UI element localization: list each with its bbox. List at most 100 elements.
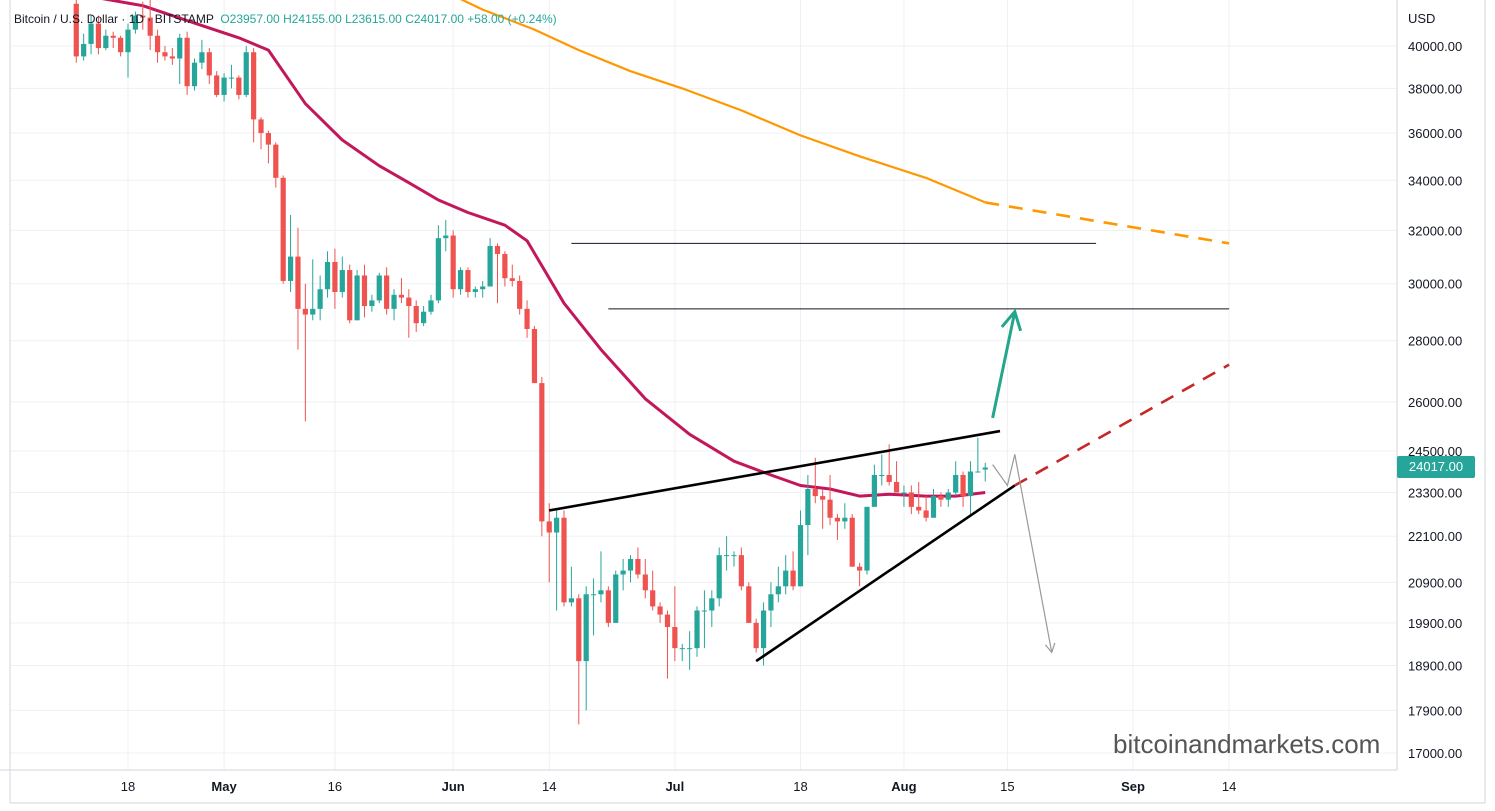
candle[interactable]	[746, 582, 752, 623]
candle[interactable]	[214, 71, 220, 98]
candle[interactable]	[797, 510, 804, 587]
candle[interactable]	[376, 272, 382, 304]
candle[interactable]	[849, 514, 855, 567]
candle[interactable]	[347, 264, 353, 324]
candle[interactable]	[287, 215, 294, 293]
candle[interactable]	[945, 488, 951, 507]
candle[interactable]	[524, 300, 530, 338]
candle[interactable]	[243, 46, 249, 98]
candle[interactable]	[191, 58, 198, 91]
candle[interactable]	[265, 130, 272, 164]
candle[interactable]	[930, 488, 937, 518]
candle[interactable]	[531, 326, 538, 384]
candle[interactable]	[251, 48, 257, 143]
candle[interactable]	[450, 230, 456, 298]
candle[interactable]	[517, 275, 523, 315]
candle[interactable]	[236, 75, 242, 100]
candle[interactable]	[598, 551, 604, 603]
candle[interactable]	[590, 578, 597, 636]
candle[interactable]	[576, 594, 582, 725]
candle[interactable]	[635, 547, 641, 579]
candle[interactable]	[228, 64, 235, 89]
candle[interactable]	[650, 570, 656, 611]
candle[interactable]	[605, 586, 611, 628]
candle[interactable]	[790, 551, 796, 591]
candle[interactable]	[206, 48, 212, 85]
candle[interactable]	[701, 590, 708, 649]
candle[interactable]	[310, 259, 316, 321]
candle[interactable]	[731, 551, 737, 567]
candle[interactable]	[443, 220, 449, 252]
candle[interactable]	[627, 555, 634, 583]
candle[interactable]	[893, 461, 900, 493]
candle[interactable]	[154, 29, 161, 63]
candle[interactable]	[812, 457, 818, 504]
candle[interactable]	[908, 485, 914, 515]
candle[interactable]	[339, 256, 345, 298]
candle[interactable]	[834, 514, 841, 540]
candle[interactable]	[687, 631, 693, 670]
candle[interactable]	[494, 243, 501, 304]
candle[interactable]	[672, 586, 678, 662]
bearish-path[interactable]	[992, 454, 1016, 487]
candle[interactable]	[184, 31, 190, 95]
candle[interactable]	[221, 73, 227, 102]
trend-line[interactable]	[755, 484, 1016, 663]
candle[interactable]	[753, 618, 759, 653]
candle[interactable]	[73, 0, 79, 63]
candle[interactable]	[723, 536, 730, 571]
candle[interactable]	[324, 251, 331, 298]
candle[interactable]	[169, 48, 175, 65]
candle[interactable]	[398, 278, 405, 304]
candle[interactable]	[361, 264, 368, 318]
candle[interactable]	[391, 289, 397, 321]
candle[interactable]	[317, 275, 323, 321]
candle[interactable]	[199, 39, 205, 70]
candle[interactable]	[140, 1, 146, 30]
candle[interactable]	[369, 294, 375, 312]
candle[interactable]	[88, 15, 94, 55]
candle[interactable]	[864, 506, 870, 575]
candle[interactable]	[118, 35, 124, 57]
candle[interactable]	[162, 46, 168, 61]
candle[interactable]	[472, 286, 478, 298]
candle[interactable]	[568, 566, 574, 607]
candle[interactable]	[738, 547, 744, 591]
candle[interactable]	[657, 602, 663, 623]
drawings[interactable]	[549, 201, 1230, 663]
candle[interactable]	[428, 294, 434, 315]
candle[interactable]	[561, 510, 567, 607]
candle[interactable]	[783, 555, 789, 595]
price-axis[interactable]: 40000.00 38000.00 36000.00 34000.00 32000.00…	[1408, 39, 1462, 761]
candle[interactable]	[81, 33, 87, 61]
candle[interactable]	[177, 33, 183, 85]
candle[interactable]	[332, 248, 338, 309]
candle[interactable]	[384, 267, 390, 315]
candle[interactable]	[642, 558, 648, 599]
candle[interactable]	[147, 0, 153, 51]
candle[interactable]	[554, 510, 560, 611]
candle[interactable]	[502, 251, 508, 287]
candle[interactable]	[509, 264, 515, 287]
trend-line[interactable]	[549, 429, 1001, 512]
candle[interactable]	[457, 267, 464, 295]
candle[interactable]	[258, 117, 264, 150]
candle[interactable]	[406, 289, 412, 338]
candles[interactable]	[73, 0, 988, 725]
candle[interactable]	[421, 306, 427, 327]
candle[interactable]	[354, 270, 360, 321]
candle[interactable]	[709, 590, 715, 628]
candle[interactable]	[620, 558, 626, 591]
candle[interactable]	[103, 29, 109, 51]
candle[interactable]	[302, 283, 308, 422]
candle[interactable]	[879, 454, 885, 486]
candle[interactable]	[953, 461, 959, 497]
arrow-shaft[interactable]	[1014, 454, 1053, 653]
candle[interactable]	[539, 376, 545, 537]
candle[interactable]	[901, 485, 907, 507]
candle[interactable]	[295, 227, 301, 350]
candle[interactable]	[820, 488, 826, 529]
candle[interactable]	[273, 142, 279, 188]
candle[interactable]	[465, 267, 471, 298]
